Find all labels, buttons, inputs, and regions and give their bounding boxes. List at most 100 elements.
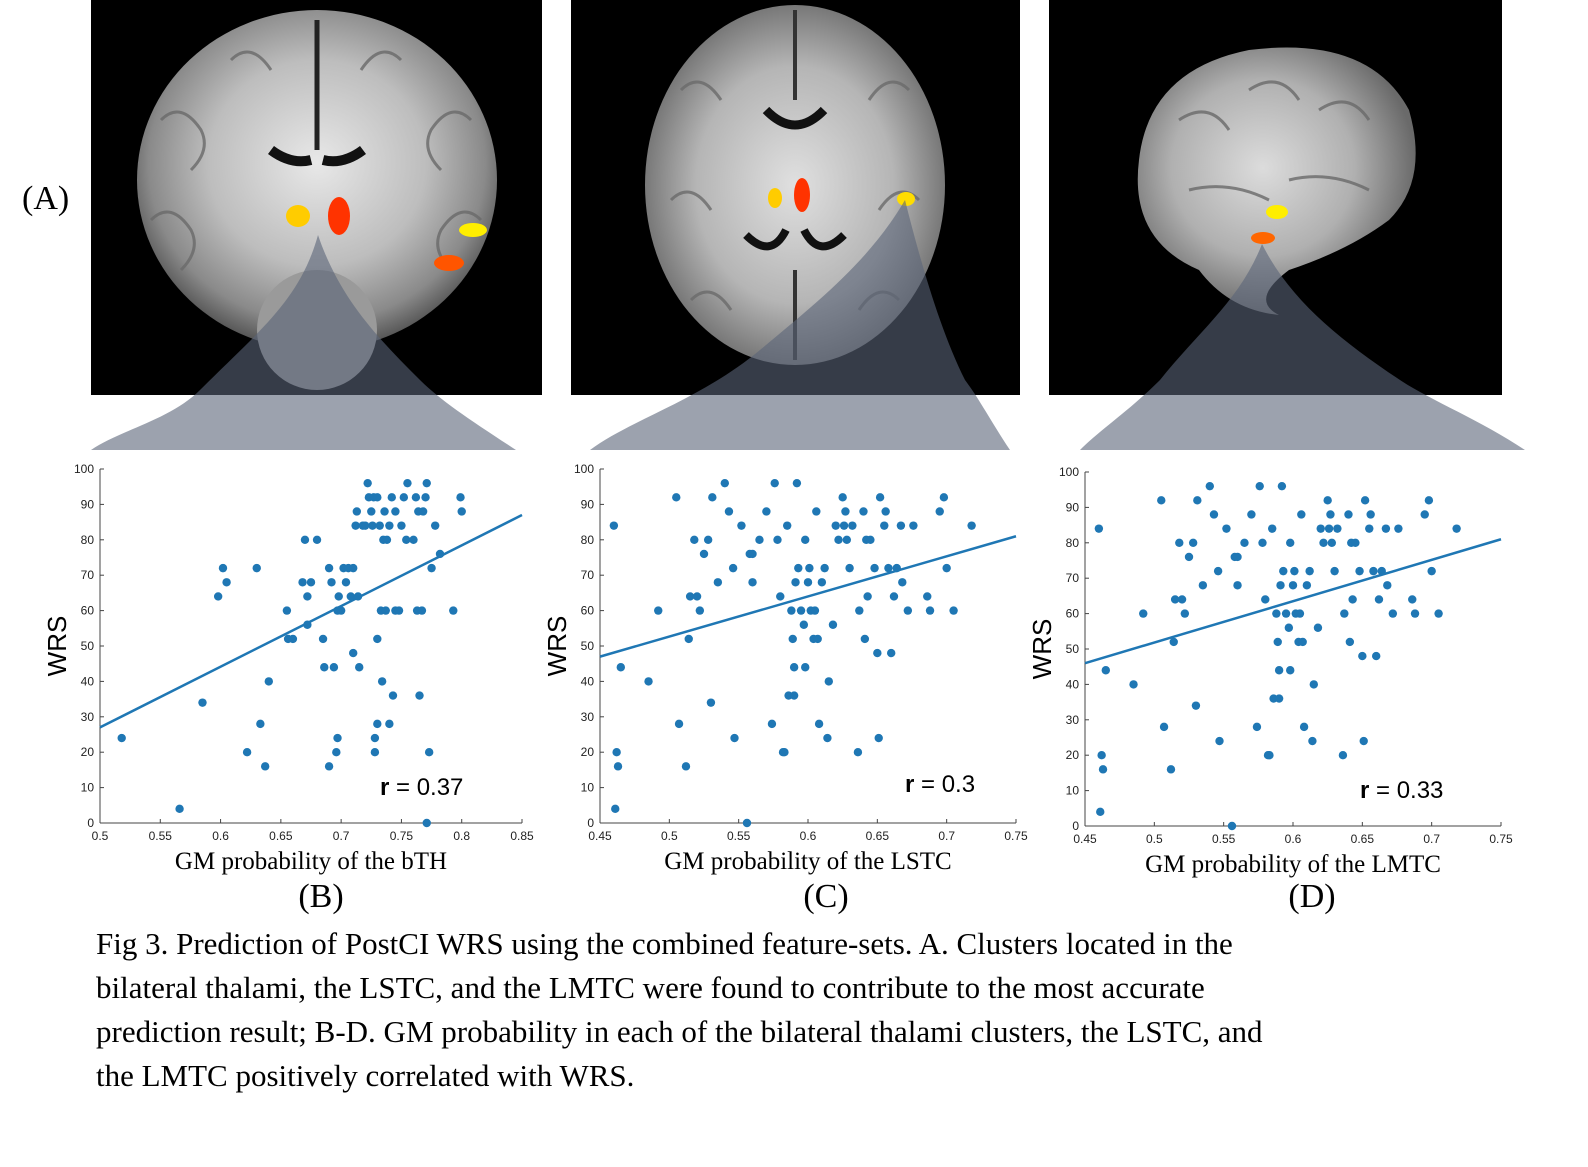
data-point	[252, 563, 261, 573]
data-point	[1191, 701, 1201, 710]
data-point	[198, 698, 207, 707]
data-point	[409, 535, 418, 544]
data-point	[1408, 595, 1417, 604]
data-point	[783, 521, 792, 530]
x-tick-label: 0.85	[510, 829, 534, 843]
data-point	[690, 535, 699, 544]
data-point	[903, 606, 913, 615]
data-point	[654, 606, 663, 615]
data-point	[1170, 595, 1180, 604]
data-point	[349, 648, 358, 658]
data-point	[860, 634, 870, 644]
data-point	[1175, 538, 1184, 547]
data-point	[842, 535, 852, 544]
data-point	[329, 663, 339, 672]
data-point	[334, 592, 343, 601]
data-point	[949, 606, 958, 615]
data-point	[742, 818, 752, 828]
data-point	[699, 549, 709, 559]
data-point	[674, 719, 684, 729]
data-point	[1324, 524, 1334, 533]
data-point	[1233, 552, 1242, 562]
data-point	[792, 478, 802, 488]
data-point	[1434, 609, 1443, 618]
data-point	[312, 535, 322, 544]
data-point	[896, 521, 906, 530]
data-point	[411, 493, 421, 502]
data-point	[298, 578, 307, 587]
data-point	[898, 578, 907, 587]
x-axis-label: GM probability of the LMTC	[1145, 851, 1441, 878]
data-point	[394, 606, 404, 615]
data-point	[1360, 496, 1370, 505]
data-point	[1345, 637, 1355, 647]
y-tick-label: 10	[81, 781, 95, 795]
data-point	[449, 606, 458, 615]
data-point	[424, 748, 434, 757]
data-point	[1227, 821, 1237, 831]
data-point	[352, 507, 362, 516]
data-point	[332, 748, 341, 757]
cluster-yellow-thalamus	[286, 205, 310, 227]
data-point	[616, 663, 625, 672]
x-axis-label: GM probability of the LSTC	[664, 848, 951, 875]
correlation-annotation: r = 0.37	[380, 774, 463, 801]
data-point	[823, 733, 832, 743]
data-point	[355, 663, 364, 672]
data-point	[794, 563, 803, 573]
data-point	[324, 563, 334, 573]
data-point	[814, 719, 824, 729]
data-point	[1340, 609, 1349, 618]
data-point	[613, 762, 623, 771]
data-point	[117, 733, 126, 743]
data-point	[810, 606, 820, 615]
data-point	[370, 733, 380, 743]
data-point	[909, 521, 918, 530]
data-point	[848, 521, 857, 530]
x-tick-label: 0.75	[1004, 829, 1028, 843]
data-point	[1323, 496, 1332, 505]
data-point	[264, 677, 273, 686]
data-point	[349, 563, 358, 573]
data-point	[776, 592, 785, 601]
data-point	[1365, 524, 1374, 533]
data-point	[967, 521, 976, 530]
data-point	[303, 620, 312, 629]
data-point	[1184, 552, 1194, 562]
data-point	[1274, 694, 1284, 703]
data-point	[373, 493, 382, 502]
data-point	[373, 719, 382, 729]
data-point	[1193, 496, 1202, 505]
data-point	[828, 620, 838, 629]
caption-line-2: bilateral thalami, the LSTC, and the LMT…	[96, 970, 1205, 1005]
data-point	[456, 493, 465, 502]
data-point	[1359, 736, 1368, 746]
y-tick-label: 40	[1066, 677, 1080, 691]
data-point	[884, 563, 893, 573]
data-point	[685, 592, 695, 601]
data-point	[1166, 765, 1176, 774]
data-point	[939, 493, 949, 502]
correlation-annotation: r = 0.3	[905, 771, 975, 798]
data-point	[713, 578, 723, 587]
data-point	[387, 493, 396, 502]
data-point	[288, 634, 298, 644]
x-tick-label: 0.65	[866, 829, 890, 843]
sagittal-brain-image	[1049, 0, 1502, 395]
y-tick-label: 20	[581, 745, 595, 759]
data-point	[730, 733, 739, 743]
data-point	[1374, 595, 1384, 604]
y-tick-label: 20	[1066, 748, 1080, 762]
panel-b-label: (B)	[298, 878, 344, 915]
y-tick-label: 0	[1072, 819, 1079, 833]
data-point	[1213, 566, 1223, 576]
data-point	[1255, 481, 1264, 491]
x-tick-label: 0.6	[800, 829, 817, 843]
data-point	[1101, 666, 1110, 675]
data-point	[1372, 651, 1381, 661]
data-point	[788, 634, 797, 644]
y-tick-label: 40	[81, 674, 95, 688]
data-point	[363, 478, 372, 488]
data-point	[1295, 609, 1305, 618]
data-point	[380, 507, 389, 516]
